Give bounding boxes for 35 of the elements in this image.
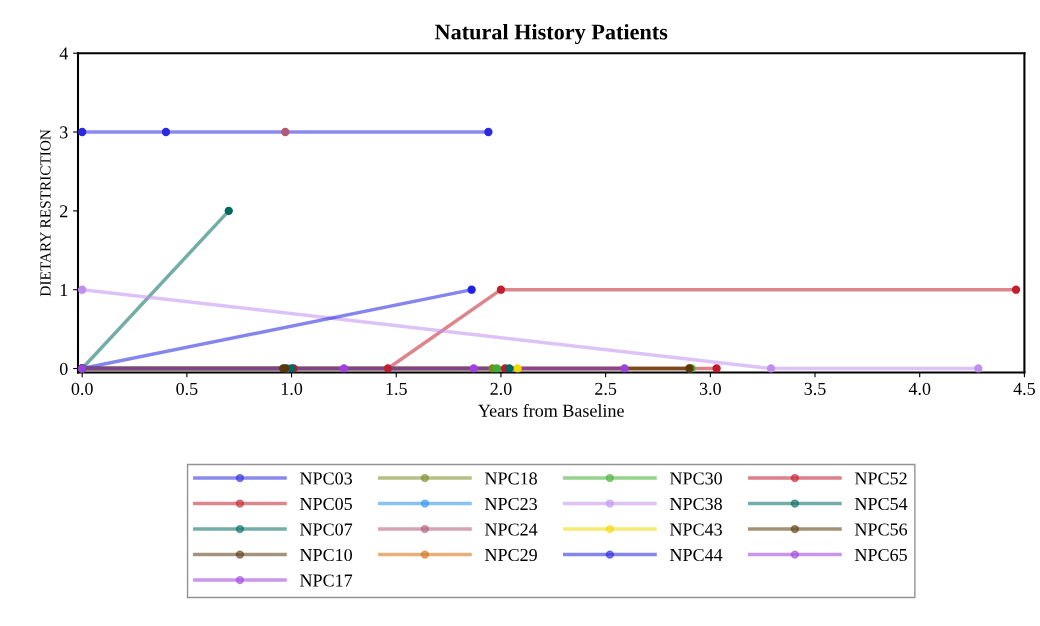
legend-label: NPC38 [669, 497, 722, 511]
legend-label: NPC07 [300, 523, 353, 536]
legend-label: NPC56 [854, 523, 908, 536]
legend-label: NPC24 [485, 523, 538, 536]
x-axis-title: Years from Baseline [478, 403, 624, 417]
chart-title: Natural History Patients [434, 23, 668, 45]
legend-label: NPC05 [300, 497, 352, 511]
x-tick-label: 2.0 [490, 382, 512, 395]
y-tick-label: 1 [60, 284, 68, 296]
x-tick-label: 1.0 [281, 382, 303, 395]
y-tick-label: 0 [59, 362, 68, 375]
legend-label: NPC03 [300, 472, 352, 485]
legend-label: NPC10 [300, 548, 352, 562]
legend-label: NPC65 [854, 548, 907, 562]
x-tick-label: 4.0 [908, 382, 931, 395]
x-tick-label: 4.5 [1013, 382, 1035, 395]
x-tick-label: 3.5 [804, 382, 826, 395]
legend-label: NPC17 [300, 574, 353, 587]
legend-label: NPC54 [854, 497, 908, 511]
y-tick-label: 2 [60, 205, 68, 218]
legend-label: NPC52 [854, 472, 907, 485]
x-tick-label: 1.5 [386, 382, 407, 395]
y-tick-label: 3 [60, 126, 68, 139]
x-tick-label: 0.5 [176, 382, 198, 395]
x-tick-label: 3.0 [699, 382, 721, 395]
legend-label: NPC29 [485, 548, 537, 562]
y-axis-title: DIETARY RESTRICTION [40, 129, 51, 297]
legend-label: NPC23 [485, 497, 537, 511]
legend-label: NPC43 [669, 523, 722, 536]
x-tick-label: 2.5 [595, 382, 617, 395]
legend-label: NPC18 [485, 472, 537, 485]
x-tick-label: 0.0 [71, 382, 93, 395]
legend-label: NPC44 [669, 548, 723, 562]
y-tick-label: 4 [59, 47, 68, 60]
legend-label: NPC30 [669, 472, 722, 485]
